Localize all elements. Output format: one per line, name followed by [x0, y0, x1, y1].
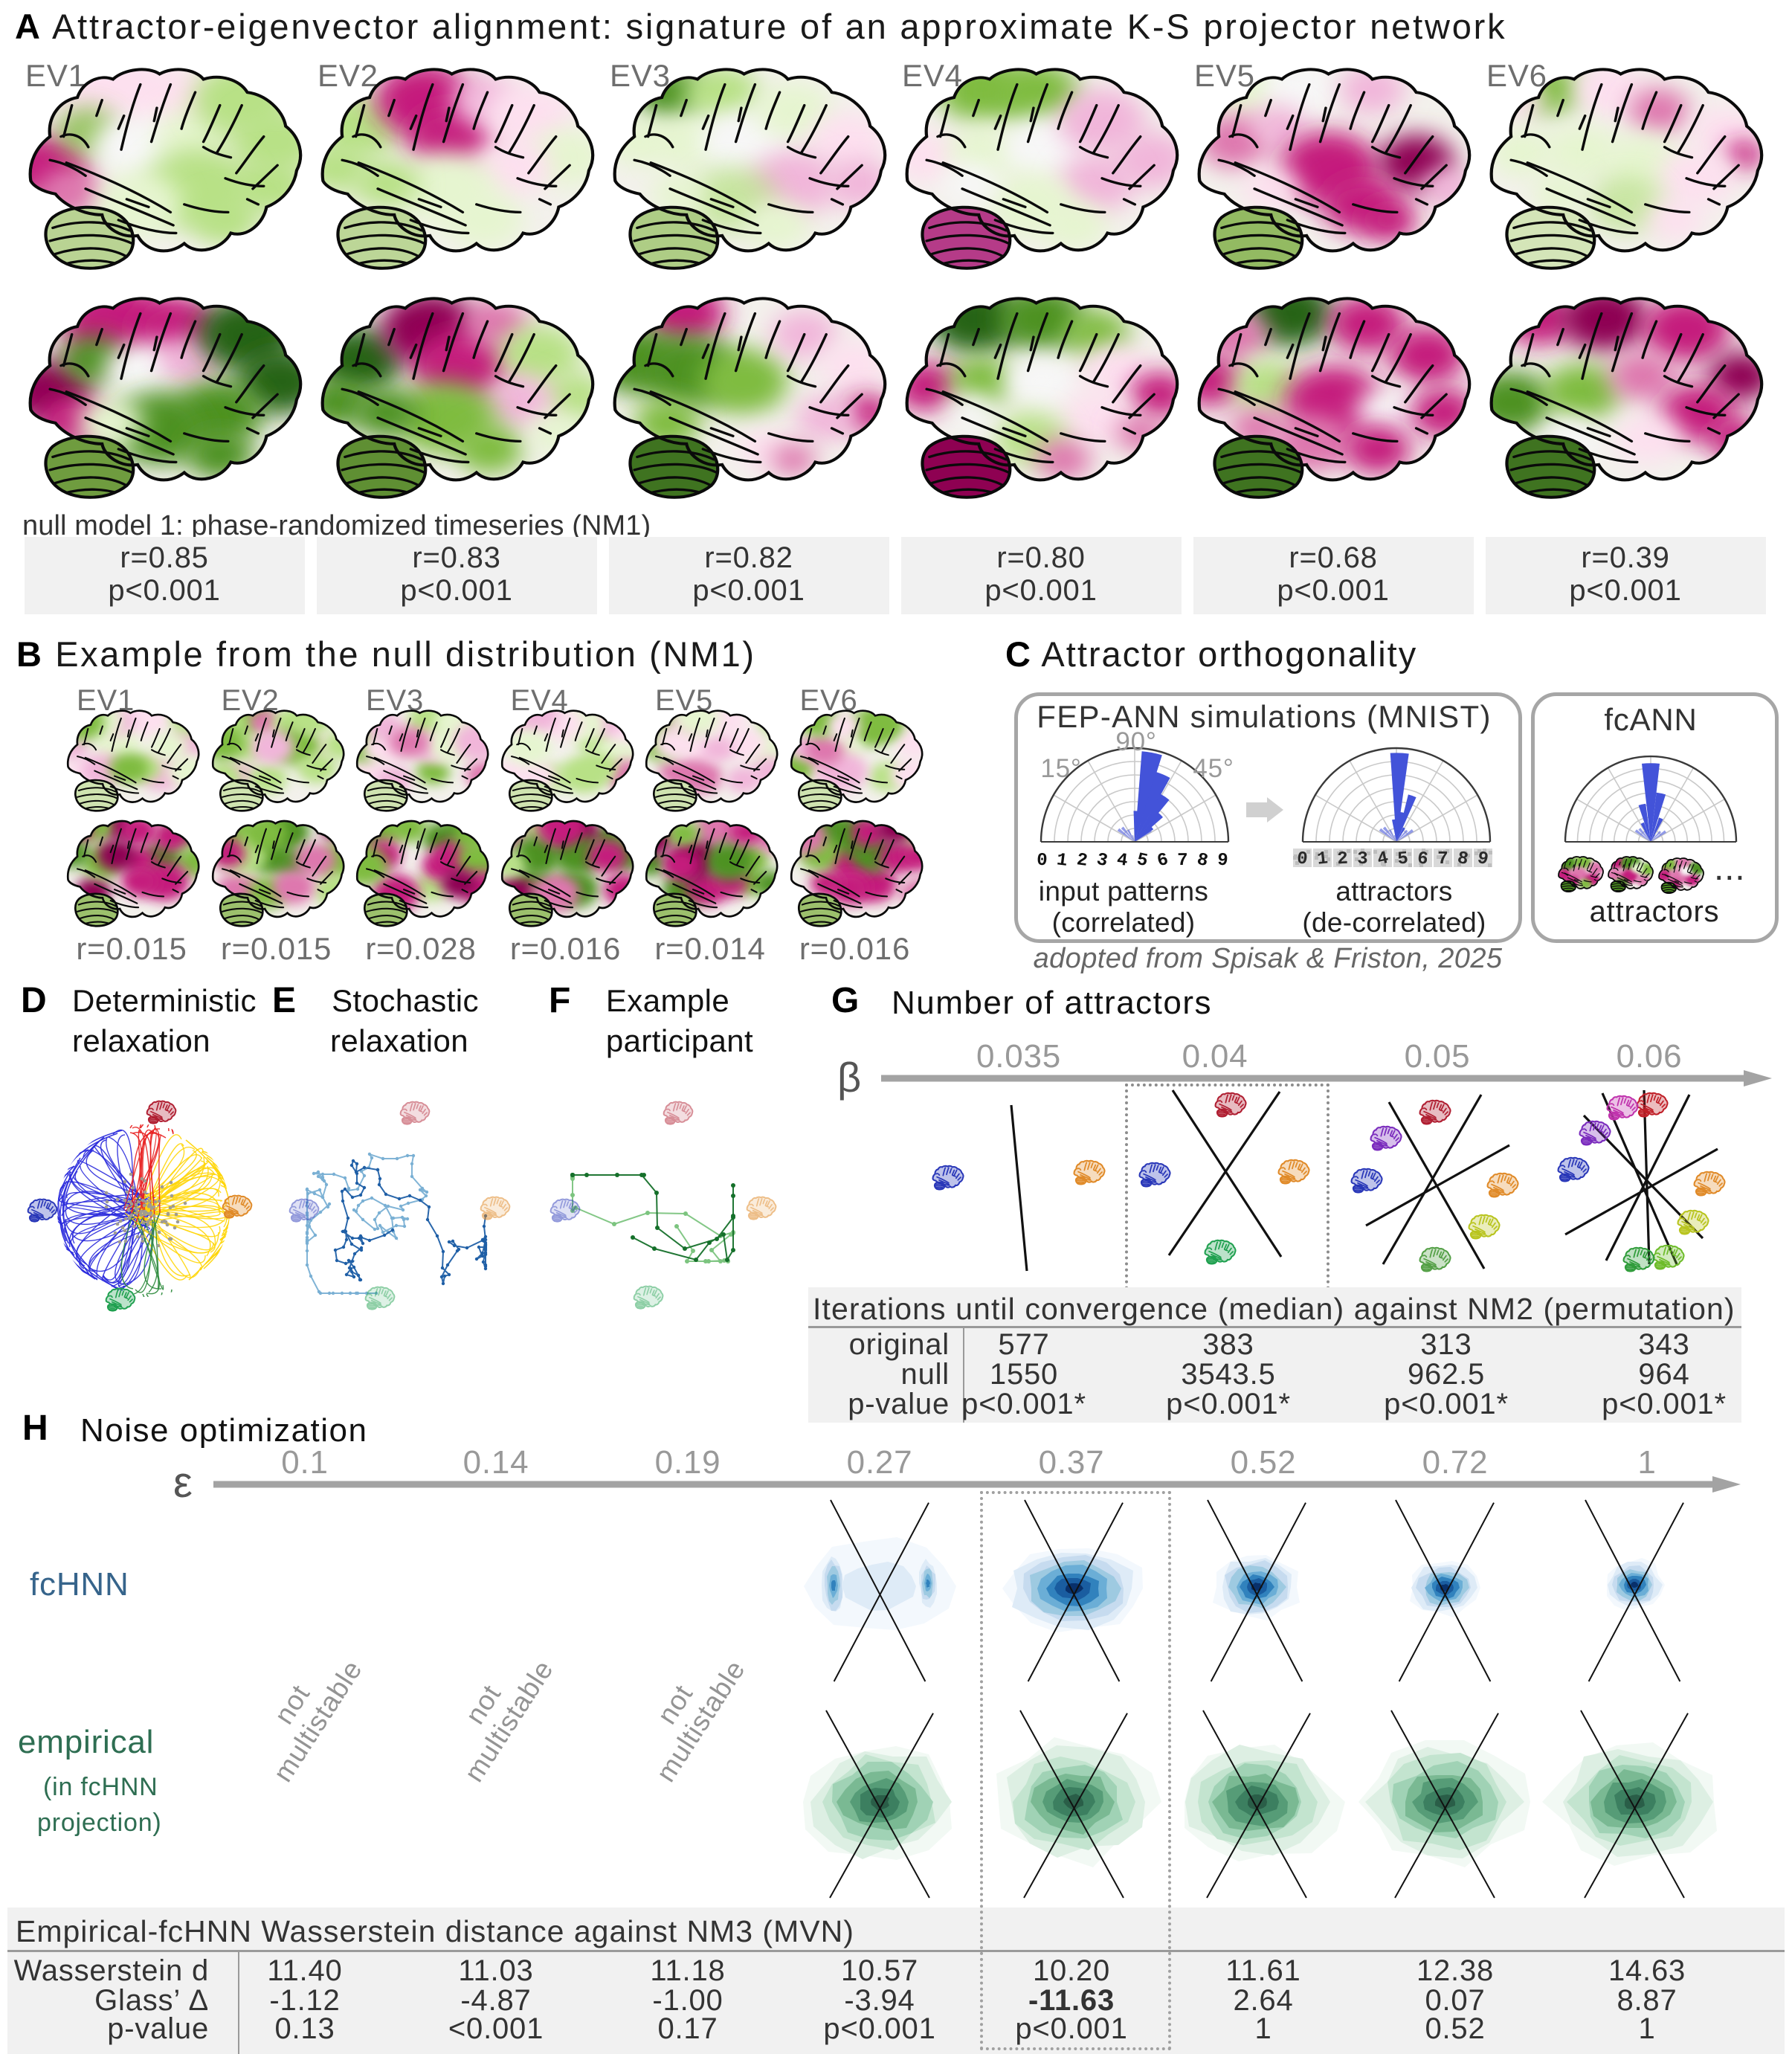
svg-text:1: 1	[1316, 849, 1329, 868]
svg-text:6: 6	[1156, 850, 1170, 869]
svg-text:4: 4	[1376, 849, 1390, 868]
svg-text:6: 6	[1416, 849, 1429, 868]
svg-text:0: 0	[1296, 849, 1309, 868]
svg-text:7: 7	[1177, 851, 1188, 869]
svg-text:5: 5	[1397, 849, 1409, 868]
svg-text:9: 9	[1216, 851, 1228, 869]
svg-text:7: 7	[1437, 849, 1448, 868]
svg-text:0: 0	[1036, 851, 1048, 869]
svg-text:9: 9	[1475, 849, 1490, 868]
svg-text:3: 3	[1095, 850, 1109, 869]
svg-text:8: 8	[1195, 850, 1210, 869]
svg-text:1: 1	[1055, 850, 1069, 869]
svg-text:3: 3	[1357, 849, 1368, 868]
svg-text:2: 2	[1075, 850, 1089, 869]
svg-text:4: 4	[1115, 850, 1129, 869]
svg-text:5: 5	[1135, 850, 1150, 869]
svg-text:2: 2	[1337, 849, 1349, 868]
svg-text:8: 8	[1456, 849, 1470, 868]
